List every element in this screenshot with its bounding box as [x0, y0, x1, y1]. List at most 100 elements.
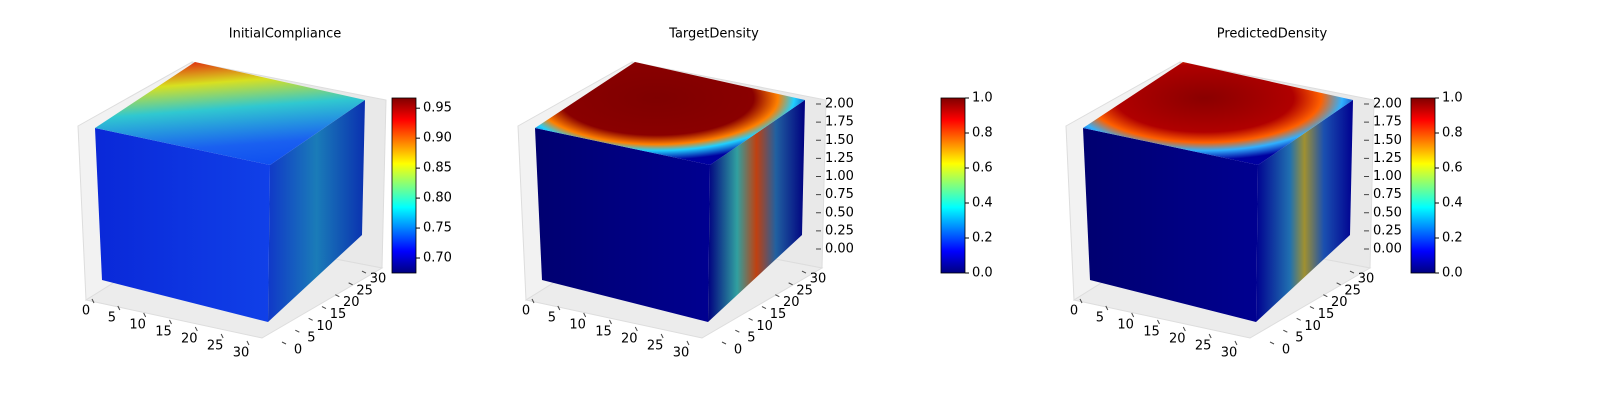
x-tick-label: 15 — [155, 325, 172, 340]
y-tick — [1269, 341, 1275, 345]
cube-side — [1256, 100, 1353, 322]
x-tick — [1234, 340, 1238, 346]
y-tick — [308, 317, 313, 321]
x-tick-label: 10 — [1117, 318, 1134, 333]
colorbar-tick-label: 0.95 — [423, 101, 452, 116]
cube-top — [1083, 62, 1353, 165]
z-tick-label: 0.75 — [825, 187, 854, 202]
y-tick-label: 0 — [1282, 343, 1290, 358]
y-tick-label: 25 — [356, 283, 373, 298]
x-tick — [686, 340, 690, 346]
y-tick — [295, 329, 300, 333]
y-tick — [1323, 294, 1328, 298]
y-tick — [721, 341, 727, 345]
x-tick-label: 20 — [621, 332, 638, 347]
colorbar — [391, 97, 417, 274]
colorbar-tick-label: 0.4 — [972, 196, 993, 211]
y-tick-label: 30 — [1358, 272, 1375, 287]
z-tick-label: 0.50 — [1373, 205, 1402, 220]
y-tick — [1349, 270, 1355, 274]
x-tick-label: 0 — [82, 304, 90, 319]
x-tick — [1079, 298, 1083, 304]
colorbar — [940, 97, 966, 274]
z-tick-label: 1.75 — [1373, 115, 1402, 130]
x-tick — [117, 305, 121, 311]
y-tick — [801, 270, 807, 274]
colorbar-tick-label: 1.0 — [1442, 91, 1463, 106]
x-tick — [194, 326, 198, 332]
x-tick — [1208, 333, 1212, 339]
y-tick-label: 30 — [810, 272, 827, 287]
colorbar — [1410, 97, 1436, 274]
colorbar-tick-label: 0.75 — [423, 221, 452, 236]
y-tick-label: 0 — [734, 343, 742, 358]
y-tick-label: 5 — [307, 331, 315, 346]
colorbar-tick-label: 0.85 — [423, 161, 452, 176]
y-tick — [775, 294, 780, 298]
x-tick — [557, 305, 561, 311]
x-tick — [634, 326, 638, 332]
x-tick — [1157, 319, 1160, 325]
colorbar-tick-label: 0.2 — [972, 231, 993, 246]
z-tick-label: 2.00 — [825, 97, 854, 112]
x-tick — [1105, 305, 1109, 311]
colorbar-tick-label: 0.4 — [1442, 196, 1463, 211]
z-tick-label: 0.00 — [825, 242, 854, 257]
x-tick-label: 10 — [569, 318, 586, 333]
colorbar-tick-label: 0.8 — [972, 126, 993, 141]
x-tick — [660, 333, 664, 339]
y-tick — [735, 329, 740, 333]
x-tick-label: 25 — [1195, 339, 1212, 354]
y-tick — [761, 306, 767, 309]
x-tick — [609, 319, 612, 325]
x-tick — [143, 312, 147, 318]
cube-front — [1083, 128, 1258, 322]
y-tick-label: 30 — [370, 272, 387, 287]
z-tick-label: 1.00 — [1373, 169, 1402, 184]
colorbar-tick-label: 0.80 — [423, 191, 452, 206]
chart-title: TargetDensity — [668, 27, 759, 42]
y-tick-label: 5 — [747, 331, 755, 346]
z-tick-label: 2.00 — [1373, 97, 1402, 112]
y-tick-label: 10 — [1304, 319, 1321, 334]
y-tick-label: 5 — [1295, 331, 1303, 346]
x-tick-label: 25 — [647, 339, 664, 354]
x-tick — [220, 333, 224, 339]
x-tick — [169, 319, 172, 325]
y-tick — [788, 282, 793, 286]
z-tick-label: 1.75 — [825, 115, 854, 130]
z-tick-label: 0.00 — [1373, 242, 1402, 257]
cube-front — [535, 128, 710, 322]
x-tick-label: 20 — [1169, 332, 1186, 347]
y-tick — [335, 294, 340, 298]
y-tick-label: 15 — [770, 307, 787, 322]
cube-front — [95, 128, 270, 322]
x-tick-label: 5 — [108, 311, 116, 326]
cube-top — [535, 62, 805, 165]
x-tick-label: 5 — [1096, 311, 1104, 326]
cube-top — [95, 62, 365, 165]
y-tick-label: 25 — [1344, 283, 1361, 298]
chart-title: PredictedDensity — [1217, 27, 1328, 42]
x-tick-label: 10 — [129, 318, 146, 333]
x-tick-label: 15 — [1143, 325, 1160, 340]
cube-side — [268, 100, 365, 322]
y-tick — [1309, 306, 1315, 309]
y-tick — [1283, 329, 1288, 333]
x-tick — [531, 298, 535, 304]
x-tick-label: 30 — [1221, 346, 1238, 361]
y-tick-label: 20 — [1331, 295, 1348, 310]
x-tick-label: 20 — [181, 332, 198, 347]
y-tick-label: 15 — [1318, 307, 1335, 322]
x-tick — [91, 298, 95, 304]
colorbar-tick-label: 0.2 — [1442, 231, 1463, 246]
z-tick-label: 0.75 — [1373, 187, 1402, 202]
y-tick-label: 20 — [343, 295, 360, 310]
y-tick-label: 10 — [756, 319, 773, 334]
x-tick — [246, 340, 250, 346]
x-tick-label: 15 — [595, 325, 612, 340]
colorbar-tick-label: 1.0 — [972, 91, 993, 106]
y-tick — [321, 306, 327, 309]
colorbar-tick-label: 0.70 — [423, 251, 452, 266]
